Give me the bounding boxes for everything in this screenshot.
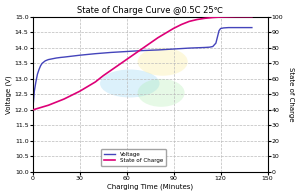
Y-axis label: State of Charge: State of Charge: [288, 67, 294, 122]
Ellipse shape: [138, 48, 188, 76]
Legend: Voltage, State of Charge: Voltage, State of Charge: [101, 149, 166, 166]
Y-axis label: Voltage (V): Voltage (V): [6, 75, 12, 114]
Title: State of Charge Curve @0.5C 25℃: State of Charge Curve @0.5C 25℃: [77, 5, 223, 15]
Ellipse shape: [100, 70, 160, 97]
X-axis label: Charging Time (Minutes): Charging Time (Minutes): [107, 184, 193, 191]
Ellipse shape: [138, 79, 184, 107]
